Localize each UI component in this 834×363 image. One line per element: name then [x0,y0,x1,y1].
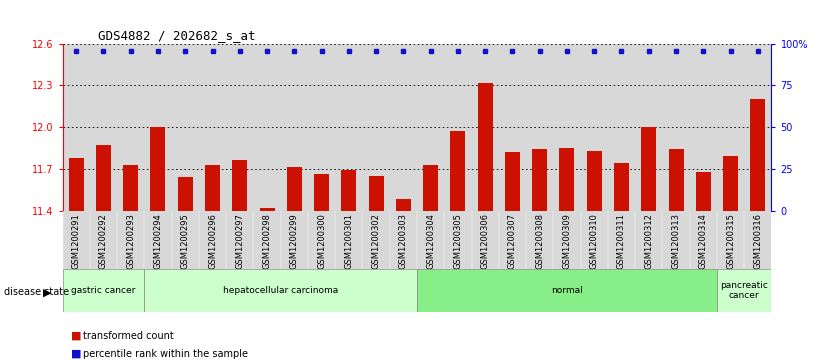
Bar [423,164,438,211]
Bar [669,149,684,211]
Text: GSM1200305: GSM1200305 [454,213,462,269]
Bar [68,158,83,211]
Bar [614,163,629,211]
Text: normal: normal [551,286,583,295]
Text: GSM1200296: GSM1200296 [208,213,217,269]
Text: GSM1200292: GSM1200292 [99,213,108,269]
Text: GSM1200310: GSM1200310 [590,213,599,269]
Bar [287,167,302,211]
Text: GSM1200303: GSM1200303 [399,213,408,269]
Text: GSM1200302: GSM1200302 [372,213,380,269]
Bar [178,177,193,211]
Text: GSM1200299: GSM1200299 [289,213,299,269]
Bar [717,269,771,312]
Bar [144,269,417,312]
Text: GSM1200295: GSM1200295 [181,213,190,269]
Text: GSM1200316: GSM1200316 [753,213,762,269]
Bar [417,269,717,312]
Text: transformed count: transformed count [83,331,174,341]
Text: GSM1200293: GSM1200293 [126,213,135,269]
Text: GSM1200315: GSM1200315 [726,213,735,269]
Text: GSM1200304: GSM1200304 [426,213,435,269]
Text: GSM1200298: GSM1200298 [263,213,272,269]
Text: pancreatic
cancer: pancreatic cancer [721,281,768,300]
Text: GSM1200301: GSM1200301 [344,213,354,269]
Text: GDS4882 / 202682_s_at: GDS4882 / 202682_s_at [98,29,255,42]
Text: GSM1200297: GSM1200297 [235,213,244,269]
Text: GSM1200313: GSM1200313 [671,213,681,269]
Bar [341,170,356,211]
Text: GSM1200311: GSM1200311 [617,213,626,269]
Text: GSM1200300: GSM1200300 [317,213,326,269]
Bar [450,131,465,211]
Bar [696,172,711,211]
Bar [723,156,738,211]
Bar [259,208,274,211]
Text: disease state: disease state [4,287,69,297]
Text: ■: ■ [71,331,82,341]
Text: GSM1200294: GSM1200294 [153,213,163,269]
Text: ▶: ▶ [43,287,52,297]
Text: GSM1200312: GSM1200312 [644,213,653,269]
Bar [369,176,384,211]
Bar [63,269,144,312]
Text: GSM1200314: GSM1200314 [699,213,708,269]
Bar [505,152,520,211]
Bar [123,164,138,211]
Bar [314,174,329,211]
Text: GSM1200306: GSM1200306 [480,213,490,269]
Bar [396,199,411,211]
Text: GSM1200291: GSM1200291 [72,213,81,269]
Bar [641,127,656,211]
Text: percentile rank within the sample: percentile rank within the sample [83,349,249,359]
Bar [233,160,247,211]
Bar [560,148,575,211]
Bar [478,82,493,211]
Text: GSM1200309: GSM1200309 [562,213,571,269]
Bar [205,164,220,211]
Bar [150,127,165,211]
Text: GSM1200307: GSM1200307 [508,213,517,269]
Bar [96,145,111,211]
Text: hepatocellular carcinoma: hepatocellular carcinoma [223,286,339,295]
Bar [751,99,766,211]
Bar [587,151,601,211]
Text: ■: ■ [71,349,82,359]
Text: gastric cancer: gastric cancer [71,286,136,295]
Bar [532,149,547,211]
Text: GSM1200308: GSM1200308 [535,213,545,269]
